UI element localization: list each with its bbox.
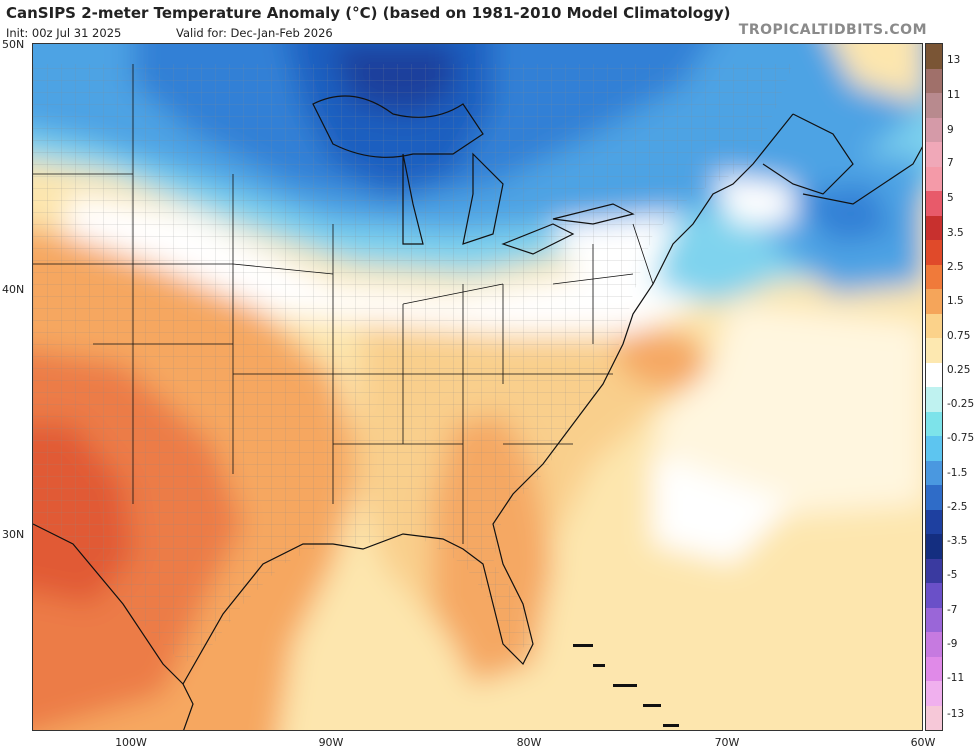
colorbar-label: -9 [947,638,958,650]
lat-label-30: 30N [2,528,25,541]
colorbar-segment [926,705,942,730]
colorbar-segment [926,485,942,510]
colorbar-label: -11 [947,672,965,684]
colorbar-segment [926,264,942,289]
colorbar-segment [926,68,942,93]
anomaly-map [32,43,923,731]
colorbar-label: 13 [947,54,961,66]
colorbar-label: 5 [947,192,954,204]
colorbar-label: 7 [947,157,954,169]
colorbar-segment [926,681,942,706]
colorbar-segment [926,362,942,387]
colorbar-segment [926,583,942,608]
colorbar-label: 3.5 [947,227,964,239]
map-title: CanSIPS 2-meter Temperature Anomaly (°C)… [6,4,731,22]
lon-label-70: 70W [714,736,740,749]
colorbar-segment [926,44,942,69]
colorbar-segment [926,460,942,485]
colorbar-label: 0.25 [947,364,971,376]
colorbar-segment [926,166,942,191]
colorbar-segment [926,93,942,118]
colorbar-label: -5 [947,569,958,581]
colorbar-segment [926,558,942,583]
colorbar-label: -1.5 [947,467,968,479]
colorbar-segment [926,240,942,265]
colorbar-label: 9 [947,124,954,136]
county-grid [33,64,793,664]
colorbar-segment [926,191,942,216]
colorbar-label: -7 [947,604,958,616]
colorbar-segment [926,509,942,534]
islands [573,644,679,727]
colorbar-segment [926,656,942,681]
colorbar-label: 0.75 [947,330,971,342]
colorbar-segment [926,632,942,657]
lon-label-100: 100W [115,736,147,749]
coastlines [33,95,922,730]
colorbar-label: 11 [947,89,961,101]
colorbar-segment [926,313,942,338]
lon-label-60: 60W [910,736,936,749]
colorbar-label: -3.5 [947,535,968,547]
colorbar-label: -0.75 [947,432,975,444]
lon-label-90: 90W [318,736,344,749]
lat-label-40: 40N [2,283,25,296]
colorbar [925,43,943,731]
map-canvas [33,44,922,730]
lat-label-50: 50N [2,38,25,51]
colorbar-segment [926,436,942,461]
colorbar-segment [926,607,942,632]
colorbar-segment [926,289,942,314]
colorbar-segment [926,338,942,363]
colorbar-label: 2.5 [947,261,964,273]
colorbar-segment [926,411,942,436]
colorbar-label: -2.5 [947,501,968,513]
colorbar-segment [926,117,942,142]
colorbar-label: -0.25 [947,398,975,410]
colorbar-segment [926,215,942,240]
colorbar-segment [926,534,942,559]
colorbar-segment [926,142,942,167]
brand-watermark: TROPICALTIDBITS.COM [738,22,927,38]
colorbar-segment [926,387,942,412]
init-time: Init: 00z Jul 31 2025 [6,26,122,40]
lon-label-80: 80W [516,736,542,749]
colorbar-label: 1.5 [947,295,964,307]
colorbar-label: -13 [947,708,965,720]
state-borders [33,64,654,544]
valid-period: Valid for: Dec-Jan-Feb 2026 [176,26,333,40]
